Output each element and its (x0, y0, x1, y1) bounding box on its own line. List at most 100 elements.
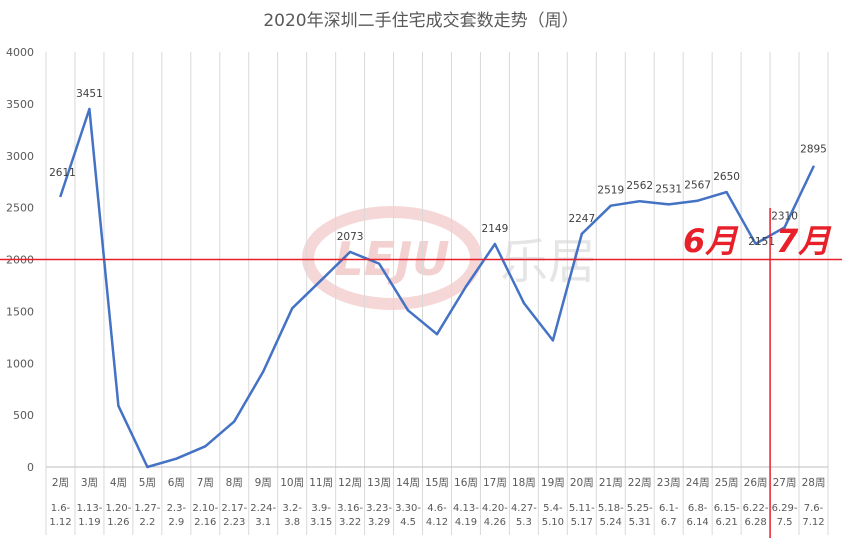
data-point (609, 204, 612, 207)
x-date-range-start: 6.15- (714, 503, 740, 514)
x-date-range-start: 4.20- (482, 503, 508, 514)
data-label: 2151 (748, 236, 775, 248)
x-date-range-start: 2.10- (192, 503, 218, 514)
x-date-range-start: 3.9- (311, 503, 331, 514)
x-week-label: 10周 (280, 477, 304, 489)
data-point (377, 262, 381, 265)
x-date-range-end: 1.26 (107, 517, 129, 528)
x-date-range-start: 5.4- (543, 503, 563, 514)
data-point (233, 420, 236, 423)
x-date-range-start: 1.13- (77, 503, 103, 514)
data-point (551, 339, 555, 342)
x-week-label: 16周 (454, 477, 478, 489)
reference-lines (0, 208, 842, 538)
x-date-range-start: 5.25- (627, 503, 653, 514)
month-label-july: 7月 (776, 222, 832, 260)
x-week-label: 14周 (396, 477, 420, 489)
x-date-range-end: 4.5 (400, 517, 416, 528)
x-week-label: 5周 (139, 477, 156, 489)
chart-title: 2020年深圳二手住宅成交套数走势（周） (263, 11, 578, 31)
data-label: 2567 (684, 180, 711, 192)
x-date-range-end: 3.1 (255, 517, 271, 528)
data-point (348, 250, 352, 254)
data-point (290, 307, 294, 310)
data-label: 2650 (713, 171, 740, 183)
x-date-range-end: 3.15 (310, 517, 332, 528)
x-date-range-end: 4.19 (455, 517, 477, 528)
x-date-range-end: 5.17 (571, 517, 593, 528)
x-date-range-end: 5.24 (600, 517, 622, 528)
series-line (59, 107, 815, 469)
watermark-logo-ring (302, 206, 482, 310)
data-point (204, 445, 207, 448)
vertical-gridlines (45, 52, 829, 535)
x-week-label: 19周 (541, 477, 565, 489)
data-label: 2310 (771, 210, 798, 222)
data-point (696, 199, 699, 202)
x-date-range-start: 5.11- (569, 503, 595, 514)
x-week-label: 24周 (686, 477, 710, 489)
data-label: 2611 (49, 167, 76, 179)
data-point (464, 285, 468, 288)
data-point (754, 242, 757, 246)
data-point (146, 465, 149, 469)
data-point (59, 194, 62, 198)
x-date-range-end: 1.19 (78, 517, 100, 528)
data-label: 2895 (800, 144, 827, 156)
x-week-label: 12周 (338, 477, 362, 489)
x-week-label: 23周 (657, 477, 681, 489)
y-tick-label: 0 (27, 461, 34, 474)
data-point (117, 404, 120, 407)
x-week-label: 15周 (425, 477, 449, 489)
x-week-label: 13周 (367, 477, 391, 489)
data-point (262, 370, 265, 373)
data-point (88, 107, 91, 111)
data-point (493, 242, 497, 246)
x-week-label: 7周 (197, 477, 214, 489)
x-date-range-end: 6.21 (715, 517, 737, 528)
x-week-label: 22周 (628, 477, 652, 489)
data-point (667, 203, 670, 206)
x-date-range-start: 6.8- (688, 503, 708, 514)
x-week-label: 17周 (483, 477, 507, 489)
data-point (638, 199, 641, 203)
y-tick-label: 500 (13, 409, 34, 422)
x-date-range-end: 2.23 (223, 517, 245, 528)
x-date-range-end: 4.12 (426, 517, 448, 528)
x-date-range-end: 7.5 (777, 517, 793, 528)
x-date-range-end: 5.3 (516, 517, 532, 528)
x-date-range-end: 5.10 (542, 517, 564, 528)
data-point (725, 190, 728, 194)
data-point (406, 309, 410, 312)
x-week-label: 11周 (309, 477, 333, 489)
x-date-range-end: 6.28 (744, 517, 766, 528)
x-date-range-start: 7.6- (804, 503, 824, 514)
x-week-label: 25周 (715, 477, 739, 489)
x-date-range-end: 2.2 (139, 517, 155, 528)
x-date-range-end: 4.26 (484, 517, 506, 528)
x-date-range-start: 3.30- (395, 503, 421, 514)
data-label: 2073 (337, 231, 364, 243)
x-date-range-end: 5.31 (629, 517, 651, 528)
data-point (319, 279, 323, 282)
x-date-range-start: 6.1- (659, 503, 679, 514)
x-date-range-start: 6.22- (743, 503, 769, 514)
x-week-label: 4周 (110, 477, 127, 489)
x-date-range-end: 6.14 (687, 517, 709, 528)
x-date-range-start: 4.6- (427, 503, 447, 514)
x-week-label: 2周 (52, 477, 69, 489)
x-date-range-start: 2.3- (167, 503, 187, 514)
x-date-range-end: 3.29 (368, 517, 390, 528)
data-point (522, 301, 526, 305)
watermark: LEJU 乐居 (302, 206, 596, 310)
data-point (783, 226, 786, 229)
x-date-range-end: 7.12 (802, 517, 824, 528)
x-date-range-end: 1.12 (49, 517, 71, 528)
y-tick-label: 4000 (6, 46, 34, 59)
y-tick-label: 2500 (6, 202, 34, 215)
x-week-label: 20周 (570, 477, 594, 489)
x-date-range-start: 4.27- (511, 503, 537, 514)
data-labels: 2611 3451 2073 2149 2247 2519 2562 2531 25672650… (49, 88, 827, 248)
